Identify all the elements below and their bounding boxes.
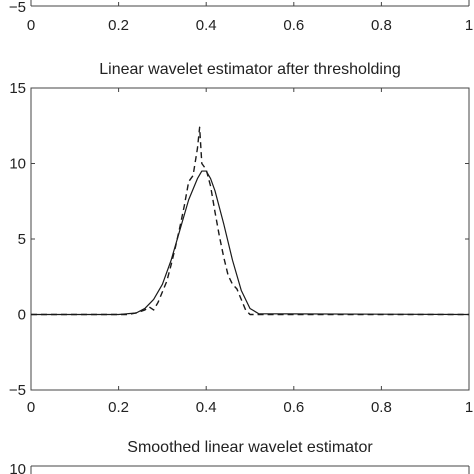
main-panel-title: Linear wavelet estimator after threshold…: [99, 61, 401, 78]
top-panel-xtick-label: 0.6: [283, 17, 304, 34]
bottom-panel-ytick-label: 10: [9, 461, 26, 474]
top-panel: −5 0 0.2 0.4 0.6 0.8 1: [9, 0, 473, 34]
main-panel-xtick-label: 0.2: [108, 399, 129, 416]
main-panel-xtick-label: 0.6: [283, 399, 304, 416]
main-panel-xtick-label: 0.8: [371, 399, 392, 416]
main-panel-ytick-label: 15: [9, 80, 26, 97]
dashed-estimate-line: [31, 126, 469, 316]
top-panel-xtick-labels: 0 0.2 0.4 0.6 0.8 1: [27, 2, 473, 34]
bottom-panel: Smoothed linear wavelet estimator 10: [9, 439, 470, 474]
top-panel-xtick-label: 0.4: [196, 17, 217, 34]
bottom-panel-title: Smoothed linear wavelet estimator: [127, 439, 373, 456]
top-panel-xtick-label: 0.2: [108, 17, 129, 34]
top-panel-xtick-label: 0: [27, 17, 35, 34]
main-panel-ytick-label: −5: [9, 382, 26, 399]
solid-true-density-line: [31, 170, 470, 316]
main-panel-xtick-label: 0: [27, 399, 35, 416]
top-panel-xtick-label: 1: [465, 17, 473, 34]
main-panel-xtick-label: 0.4: [196, 399, 217, 416]
top-panel-xtick-label: 0.8: [371, 17, 392, 34]
main-panel-series: [31, 126, 470, 316]
main-panel: Linear wavelet estimator after threshold…: [9, 61, 473, 416]
main-panel-y-axis: −5 0 5 10 15: [9, 80, 469, 399]
main-panel-xtick-label: 1: [465, 399, 473, 416]
main-panel-ytick-label: 0: [18, 307, 26, 324]
main-panel-plot-frame: [30, 87, 470, 391]
main-panel-x-axis: 0 0.2 0.4 0.6 0.8 1: [27, 88, 473, 416]
top-panel-ytick-label: −5: [9, 0, 26, 16]
main-panel-ytick-label: 5: [18, 231, 26, 248]
main-panel-ytick-label: 10: [9, 156, 26, 173]
